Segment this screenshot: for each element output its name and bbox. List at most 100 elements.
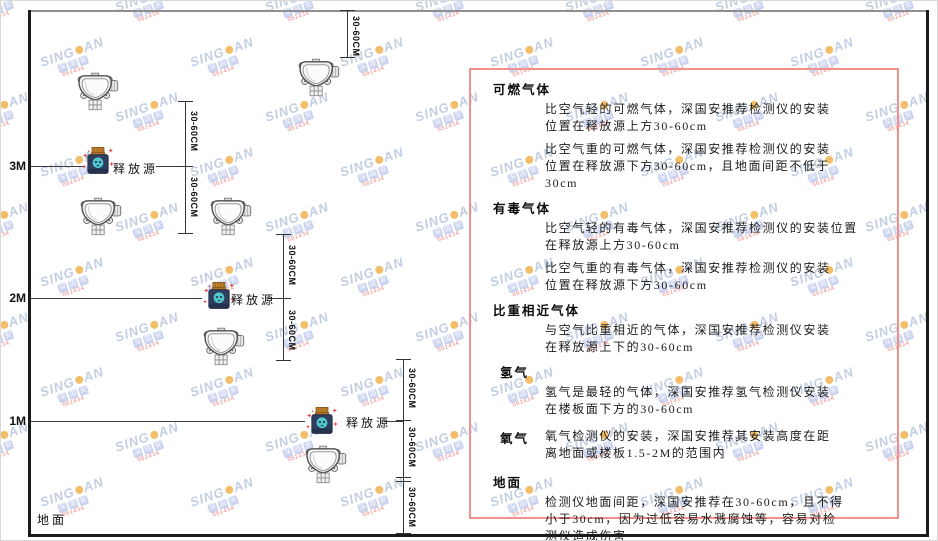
brand-dot-icon: [373, 264, 385, 275]
section-paragraph: 与空气比重相近的气体，深国安推荐检测仪安装 在释放源上下的30-60cm: [545, 323, 831, 354]
dimension-label: 30-60CM: [287, 310, 297, 351]
brand-dot-icon: [223, 154, 235, 165]
brand-dot-icon: [448, 319, 460, 330]
dimension-line-1m: 30-60CM 30-60CM 30-60CM: [396, 359, 417, 535]
release-source-icon: [305, 406, 339, 442]
dimension-label: 30-60CM: [189, 111, 199, 152]
section-heading-oxygen: 氧气: [500, 432, 530, 446]
dimension-label: 30-60CM: [189, 177, 199, 218]
brand-dot-icon: [148, 319, 160, 330]
gas-detector-icon: [301, 444, 347, 489]
brand-dot-icon: [823, 44, 835, 55]
release-source-icon: [202, 281, 236, 317]
height-label-1m: 1M: [9, 414, 26, 428]
ground-line: [28, 534, 929, 537]
brand-dot-icon: [898, 429, 910, 440]
section-heading-hydrogen: 氢气: [500, 366, 530, 380]
section-heading-combustible: 可燃气体: [493, 83, 552, 97]
brand-dot-icon: [223, 264, 235, 275]
brand-dot-icon: [523, 44, 535, 55]
release-source-label: 释放源: [231, 293, 277, 307]
section-oxygen: 氧气 氧气检测仪的安装，深国安推荐其安装高度在距 离地面或楼板1.5-2M的范围…: [483, 424, 885, 468]
brand-dot-icon: [898, 209, 910, 220]
brand-dot-icon: [223, 484, 235, 495]
section-paragraph: 氧气检测仪的安装，深国安推荐其安装高度在距 离地面或楼板1.5-2M的范围内: [545, 429, 831, 460]
brand-dot-icon: [223, 374, 235, 385]
brand-dot-icon: [373, 154, 385, 165]
dimension-label: 30-60CM: [407, 487, 417, 528]
gas-detector-icon: [294, 57, 340, 102]
brand-dot-icon: [73, 374, 85, 385]
section-heading-ground: 地面: [493, 476, 523, 490]
brand-dot-icon: [1, 99, 10, 110]
brand-dot-icon: [373, 374, 385, 385]
dimension-connector: [384, 421, 403, 423]
dimension-line-2m: 30-60CM 30-60CM: [276, 234, 297, 361]
release-source-icon: [81, 146, 115, 182]
gas-detector-icon: [199, 326, 245, 371]
brand-dot-icon: [148, 99, 160, 110]
section-heading-toxic: 有毒气体: [493, 202, 552, 216]
ceiling-line: [29, 10, 928, 12]
height-ref-line-2m: [31, 298, 202, 300]
section-heading-similar-density: 比重相近气体: [493, 304, 581, 318]
brand-dot-icon: [898, 319, 910, 330]
height-ref-line-3m: [31, 166, 85, 168]
right-wall-line: [926, 10, 929, 536]
section-paragraph: 比空气轻的可燃气体，深国安推荐检测仪的安装 位置在释放源上方30-60cm: [545, 102, 831, 133]
brand-dot-icon: [373, 44, 385, 55]
brand-dot-icon: [148, 209, 160, 220]
brand-dot-icon: [298, 209, 310, 220]
ground-label: 地面: [37, 513, 68, 527]
brand-dot-icon: [73, 44, 85, 55]
dimension-label: 30-60CM: [407, 368, 417, 409]
section-paragraph: 比空气轻的有毒气体，深国安推荐检测仪的安装位置 在释放源上方30-60cm: [545, 221, 858, 252]
dimension-connector: [268, 298, 283, 300]
brand-dot-icon: [148, 429, 160, 440]
brand-dot-icon: [73, 264, 85, 275]
dimension-line-ceiling: 30-60CM: [340, 10, 361, 58]
dimension-label: 30-60CM: [407, 427, 417, 468]
brand-dot-icon: [448, 99, 460, 110]
brand-dot-icon: [373, 484, 385, 495]
dimension-line-3m: 30-60CM 30-60CM: [178, 101, 199, 234]
gas-detector-icon: [76, 196, 122, 241]
brand-dot-icon: [73, 484, 85, 495]
left-wall-line: [28, 10, 31, 536]
release-source-label: 释放源: [346, 416, 392, 430]
dimension-label: 30-60CM: [287, 245, 297, 286]
brand-dot-icon: [448, 209, 460, 220]
height-label-3m: 3M: [9, 159, 26, 173]
brand-dot-icon: [1, 209, 10, 220]
brand-dot-icon: [673, 44, 685, 55]
brand-dot-icon: [223, 44, 235, 55]
height-label-2m: 2M: [9, 291, 26, 305]
info-panel: 可燃气体 比空气轻的可燃气体，深国安推荐检测仪的安装 位置在释放源上方30-60…: [469, 68, 899, 540]
dimension-connector: [156, 166, 185, 168]
brand-dot-icon: [898, 99, 910, 110]
gas-detector-icon: [73, 71, 119, 116]
brand-dot-icon: [1, 319, 10, 330]
dimension-label: 30-60CM: [351, 16, 361, 57]
section-paragraph: 检测仪地面间距，深国安推荐在30-60cm，且不得 小于30cm，因为过低容易水…: [545, 495, 844, 541]
